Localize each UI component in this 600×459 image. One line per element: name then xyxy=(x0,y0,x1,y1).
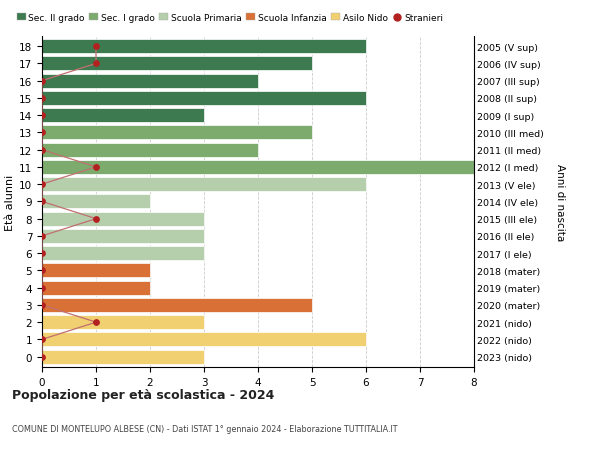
Bar xyxy=(42,350,204,364)
Bar xyxy=(42,195,150,209)
Text: COMUNE DI MONTELUPO ALBESE (CN) - Dati ISTAT 1° gennaio 2024 - Elaborazione TUTT: COMUNE DI MONTELUPO ALBESE (CN) - Dati I… xyxy=(12,425,398,434)
Point xyxy=(37,95,47,102)
Point xyxy=(91,164,101,171)
Bar xyxy=(42,40,366,54)
Bar xyxy=(42,298,312,312)
Bar xyxy=(42,264,150,278)
Point xyxy=(37,233,47,240)
Point xyxy=(37,129,47,137)
Text: Popolazione per età scolastica - 2024: Popolazione per età scolastica - 2024 xyxy=(12,388,274,401)
Point xyxy=(37,147,47,154)
Bar xyxy=(42,212,204,226)
Point xyxy=(37,336,47,343)
Bar xyxy=(42,161,474,174)
Point xyxy=(37,198,47,206)
Bar xyxy=(42,126,312,140)
Point xyxy=(37,267,47,274)
Point xyxy=(91,44,101,51)
Point xyxy=(37,78,47,85)
Point xyxy=(91,61,101,68)
Bar xyxy=(42,74,258,89)
Bar xyxy=(42,143,258,157)
Bar xyxy=(42,178,366,192)
Point xyxy=(37,284,47,292)
Bar xyxy=(42,230,204,243)
Point xyxy=(37,112,47,120)
Point xyxy=(37,302,47,309)
Point xyxy=(91,319,101,326)
Bar xyxy=(42,315,204,330)
Bar xyxy=(42,57,312,71)
Point xyxy=(37,250,47,257)
Bar xyxy=(42,281,150,295)
Y-axis label: Età alunni: Età alunni xyxy=(5,174,15,230)
Bar xyxy=(42,246,204,261)
Point xyxy=(37,353,47,361)
Bar xyxy=(42,92,366,106)
Point xyxy=(91,215,101,223)
Bar xyxy=(42,333,366,347)
Bar xyxy=(42,109,204,123)
Legend: Sec. II grado, Sec. I grado, Scuola Primaria, Scuola Infanzia, Asilo Nido, Stran: Sec. II grado, Sec. I grado, Scuola Prim… xyxy=(17,14,443,22)
Y-axis label: Anni di nascita: Anni di nascita xyxy=(555,163,565,241)
Point xyxy=(37,181,47,188)
